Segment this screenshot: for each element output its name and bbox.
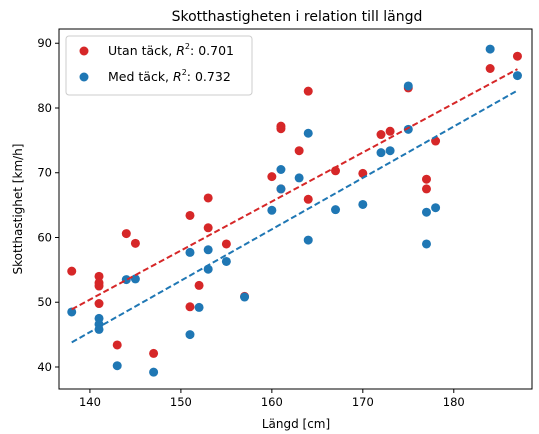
point-med-tack xyxy=(185,330,195,340)
point-utan-tack xyxy=(485,63,495,73)
y-tick-label: 40 xyxy=(37,360,52,374)
trend-line-utan-tack xyxy=(71,68,518,311)
point-utan-tack xyxy=(421,174,431,184)
y-tick-label: 80 xyxy=(37,101,52,115)
x-axis: 140 150 160 170 180 xyxy=(79,389,465,409)
point-med-tack xyxy=(385,146,395,156)
point-utan-tack xyxy=(185,210,195,220)
point-utan-tack xyxy=(276,124,286,134)
point-utan-tack xyxy=(376,130,386,140)
point-utan-tack xyxy=(112,340,122,350)
point-med-tack xyxy=(358,199,368,209)
point-med-tack xyxy=(276,165,286,175)
point-med-tack xyxy=(303,128,313,138)
point-med-tack xyxy=(221,256,231,266)
y-axis: 40 50 60 70 80 90 xyxy=(37,36,59,374)
legend-r2-value: : 0.701 xyxy=(190,43,234,58)
legend-r2-value: : 0.732 xyxy=(187,69,231,84)
point-med-tack xyxy=(112,361,122,371)
point-utan-tack xyxy=(94,271,104,281)
y-tick-label: 70 xyxy=(37,166,52,180)
point-utan-tack xyxy=(194,280,204,290)
axes-frame xyxy=(58,28,533,390)
point-med-tack xyxy=(294,173,304,183)
x-tick-label: 150 xyxy=(170,395,192,409)
point-utan-tack xyxy=(294,146,304,156)
point-med-tack xyxy=(303,235,313,245)
point-utan-tack xyxy=(203,223,213,233)
point-utan-tack xyxy=(94,281,104,291)
point-med-tack xyxy=(512,71,522,81)
point-med-tack xyxy=(267,205,277,215)
point-utan-tack xyxy=(203,193,213,203)
x-tick-label: 170 xyxy=(352,395,374,409)
y-tick-label: 60 xyxy=(37,230,52,244)
point-med-tack xyxy=(130,274,140,284)
point-med-tack xyxy=(431,203,441,213)
legend-marker-utan-tack xyxy=(79,46,89,56)
point-utan-tack xyxy=(385,126,395,136)
point-utan-tack xyxy=(67,266,77,276)
point-utan-tack xyxy=(221,239,231,249)
point-utan-tack xyxy=(121,229,131,239)
point-med-tack xyxy=(185,247,195,257)
legend-prefix: Med täck, xyxy=(108,69,173,84)
y-axis-label: Skotthastighet [km/h] xyxy=(11,144,25,275)
x-tick-label: 160 xyxy=(261,395,283,409)
point-med-tack xyxy=(203,245,213,255)
x-axis-label: Längd [cm] xyxy=(262,417,330,431)
point-utan-tack xyxy=(130,238,140,248)
legend-label-utan-tack: Utan täck, R2: 0.701 xyxy=(108,42,234,58)
point-med-tack xyxy=(485,44,495,54)
point-med-tack xyxy=(376,148,386,158)
trend-line-med-tack xyxy=(71,89,518,344)
legend-label-med-tack: Med täck, R2: 0.732 xyxy=(108,68,231,84)
point-med-tack xyxy=(149,367,159,377)
legend: Utan täck, R2: 0.701 Med täck, R2: 0.732 xyxy=(65,35,253,96)
x-tick-label: 140 xyxy=(79,395,101,409)
point-utan-tack xyxy=(512,51,522,61)
point-med-tack xyxy=(403,124,413,134)
point-med-tack xyxy=(331,205,341,215)
point-utan-tack xyxy=(185,302,195,312)
point-med-tack xyxy=(240,292,250,302)
legend-marker-med-tack xyxy=(79,72,89,82)
plot-area xyxy=(67,44,522,377)
point-utan-tack xyxy=(421,184,431,194)
y-tick-label: 50 xyxy=(37,295,52,309)
point-utan-tack xyxy=(303,86,313,96)
point-med-tack xyxy=(276,184,286,194)
point-med-tack xyxy=(403,81,413,91)
legend-box xyxy=(65,35,253,96)
point-utan-tack xyxy=(94,299,104,309)
point-utan-tack xyxy=(149,348,159,358)
x-tick-label: 180 xyxy=(443,395,465,409)
point-med-tack xyxy=(421,239,431,249)
chart-title: Skotthastigheten i relation till längd xyxy=(172,9,423,25)
point-utan-tack xyxy=(303,194,313,204)
legend-prefix: Utan täck, xyxy=(108,43,176,58)
y-tick-label: 90 xyxy=(37,36,52,50)
point-utan-tack xyxy=(267,172,277,182)
point-med-tack xyxy=(194,302,204,312)
point-med-tack xyxy=(421,207,431,217)
point-med-tack xyxy=(67,307,77,317)
